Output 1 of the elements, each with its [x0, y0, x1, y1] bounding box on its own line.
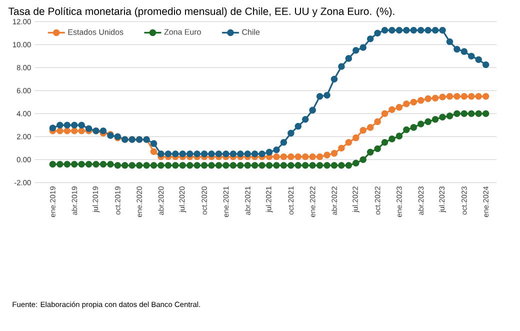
- chart-title: Tasa de Política monetaria (promedio mensual) de Chile, EE. UU y Zona Euro. (%).: [8, 7, 394, 18]
